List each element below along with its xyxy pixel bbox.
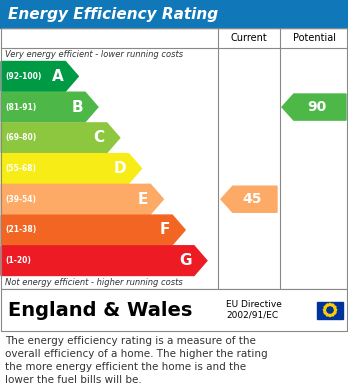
Polygon shape (326, 313, 329, 316)
Text: B: B (71, 100, 83, 115)
Text: C: C (94, 130, 105, 145)
Polygon shape (1, 123, 120, 152)
Polygon shape (329, 314, 332, 317)
Bar (1, 289, 347, 331)
Polygon shape (1, 185, 163, 214)
Text: (55-68): (55-68) (5, 164, 36, 173)
Text: (39-54): (39-54) (5, 195, 36, 204)
Bar (0, 0, 348, 28)
Text: overall efficiency of a home. The higher the rating: overall efficiency of a home. The higher… (5, 349, 268, 359)
Polygon shape (333, 306, 336, 308)
Polygon shape (329, 303, 332, 306)
Text: A: A (52, 69, 63, 84)
Polygon shape (331, 304, 334, 307)
Text: 2002/91/EC: 2002/91/EC (226, 310, 278, 319)
Text: (69-80): (69-80) (5, 133, 36, 142)
Text: (92-100): (92-100) (5, 72, 41, 81)
Text: Not energy efficient - higher running costs: Not energy efficient - higher running co… (5, 278, 183, 287)
Polygon shape (331, 313, 334, 316)
Polygon shape (334, 308, 337, 311)
Polygon shape (1, 154, 142, 183)
Text: G: G (180, 253, 192, 268)
Polygon shape (333, 311, 336, 314)
Text: Very energy efficient - lower running costs: Very energy efficient - lower running co… (5, 50, 183, 59)
Text: The energy efficiency rating is a measure of the: The energy efficiency rating is a measur… (5, 336, 256, 346)
Bar (1, 28, 347, 289)
Polygon shape (282, 94, 346, 120)
Text: England & Wales: England & Wales (8, 301, 192, 319)
Text: lower the fuel bills will be.: lower the fuel bills will be. (5, 375, 142, 385)
Polygon shape (324, 306, 327, 308)
Bar (317, 301, 343, 319)
Polygon shape (1, 246, 207, 276)
Polygon shape (326, 304, 329, 307)
Text: EU Directive: EU Directive (226, 300, 282, 309)
Text: Potential: Potential (293, 33, 335, 43)
Text: 45: 45 (242, 192, 262, 206)
Text: (81-91): (81-91) (5, 102, 36, 111)
Polygon shape (323, 308, 326, 311)
Text: (1-20): (1-20) (5, 256, 31, 265)
Text: (21-38): (21-38) (5, 226, 36, 235)
Polygon shape (1, 92, 98, 122)
Text: 90: 90 (307, 100, 326, 114)
Text: Current: Current (231, 33, 267, 43)
Text: the more energy efficient the home is and the: the more energy efficient the home is an… (5, 362, 246, 372)
Text: F: F (160, 222, 170, 237)
Text: E: E (138, 192, 148, 207)
Polygon shape (221, 186, 277, 212)
Text: Energy Efficiency Rating: Energy Efficiency Rating (8, 7, 218, 22)
Polygon shape (324, 311, 327, 314)
Polygon shape (1, 215, 185, 245)
Polygon shape (1, 61, 78, 91)
Text: D: D (114, 161, 127, 176)
